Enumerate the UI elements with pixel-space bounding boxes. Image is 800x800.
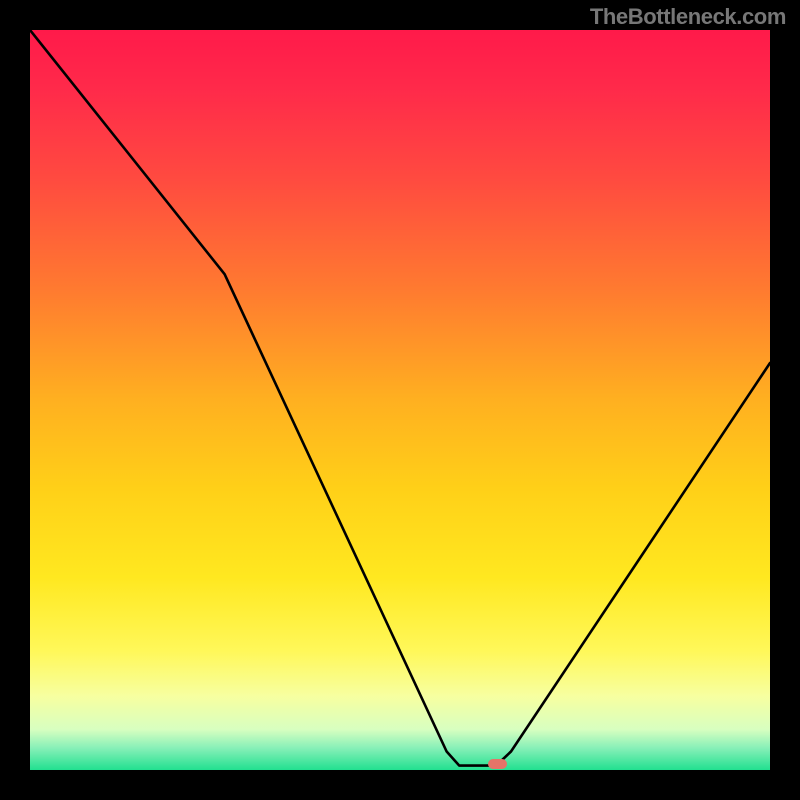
chart-container: TheBottleneck.com	[0, 0, 800, 800]
watermark-text: TheBottleneck.com	[590, 4, 786, 30]
plot-svg	[30, 30, 770, 770]
plot-area	[30, 30, 770, 770]
gradient-background	[30, 30, 770, 770]
optimal-marker	[488, 759, 507, 769]
